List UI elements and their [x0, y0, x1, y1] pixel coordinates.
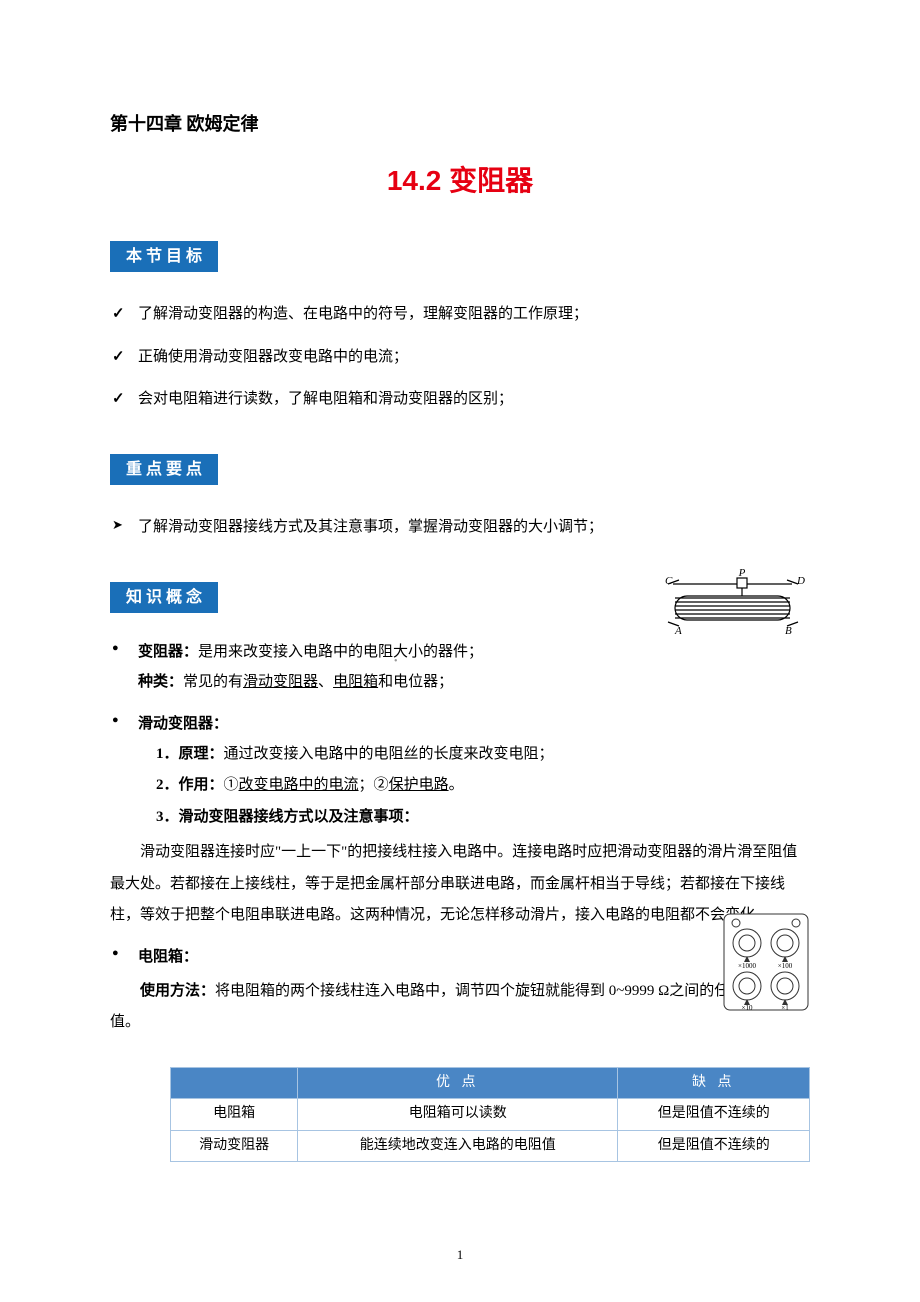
slide-item-3: 3．滑动变阻器接线方式以及注意事项： — [138, 802, 810, 834]
types-label: 种类： — [138, 674, 183, 690]
label-P: P — [738, 567, 746, 579]
stray-mark: • — [394, 654, 398, 670]
types-prefix: 常见的有 — [183, 674, 243, 690]
label-B: B — [785, 625, 792, 636]
table-row: 滑动变阻器 能连续地改变连入电路的电阻值 但是阻值不连续的 — [171, 1130, 810, 1161]
concept-resistbox: 电阻箱： 使用方法：将电阻箱的两个接线柱连入电路中，调节四个旋钮就能得到 0~9… — [138, 942, 810, 1039]
badge-concepts: 知识概念 — [110, 582, 218, 614]
label-D: D — [796, 575, 805, 587]
objective-item: 正确使用滑动变阻器改变电路中的电流； — [138, 343, 810, 372]
slide-item-1: 1．原理：通过改变接入电路中的电阻丝的长度来改变电阻； — [138, 739, 810, 771]
dial-label-10: ×10 — [742, 1004, 753, 1012]
label-A: A — [674, 625, 682, 636]
box-usage-text: 将电阻箱的两个接线柱连入电路中，调节四个旋钮就能得到 0~9999 Ω之间的任意… — [110, 983, 804, 1031]
badge-keypoints: 重点要点 — [110, 454, 218, 486]
dial-label-1000: ×1000 — [738, 962, 756, 970]
table-cell: 能连续地改变连入电路的电阻值 — [298, 1130, 618, 1161]
table-header-row: 优 点 缺 点 — [171, 1067, 810, 1098]
table-cell: 电阻箱 — [171, 1099, 298, 1130]
page-number: 1 — [0, 1245, 920, 1266]
keypoint-item: 了解滑动变阻器接线方式及其注意事项，掌握滑动变阻器的大小调节； — [138, 513, 810, 542]
types-sep: 、 — [318, 674, 333, 690]
concept-slide: 滑动变阻器： 1．原理：通过改变接入电路中的电阻丝的长度来改变电阻； 2．作用：… — [138, 709, 810, 932]
slide-i2-u2: 保护电路 — [389, 777, 449, 793]
slide-i1-text: 通过改变接入电路中的电阻丝的长度来改变电阻； — [224, 746, 554, 762]
table-header: 缺 点 — [618, 1067, 810, 1098]
slide-i1-label: 1．原理： — [156, 746, 224, 762]
table-header — [171, 1067, 298, 1098]
box-usage-label: 使用方法： — [140, 983, 215, 999]
table-cell: 电阻箱可以读数 — [298, 1099, 618, 1130]
table-cell: 滑动变阻器 — [171, 1130, 298, 1161]
slide-item-2: 2．作用：①改变电路中的电流；②保护电路。 — [138, 770, 810, 802]
comparison-table: 优 点 缺 点 电阻箱 电阻箱可以读数 但是阻值不连续的 滑动变阻器 能连续地改… — [170, 1067, 810, 1162]
objective-item: 了解滑动变阻器的构造、在电路中的符号，理解变阻器的工作原理； — [138, 300, 810, 329]
types-suffix: 和电位器； — [378, 674, 453, 690]
dial-label-100: ×100 — [778, 962, 793, 970]
objectives-list: 了解滑动变阻器的构造、在电路中的符号，理解变阻器的工作原理； 正确使用滑动变阻器… — [110, 300, 810, 414]
slide-i2-end: 。 — [449, 777, 464, 793]
table-cell: 但是阻值不连续的 — [618, 1099, 810, 1130]
badge-objectives: 本节目标 — [110, 241, 218, 273]
box-usage: 使用方法：将电阻箱的两个接线柱连入电路中，调节四个旋钮就能得到 0~9999 Ω… — [110, 976, 810, 1039]
rheostat-def-text: 是用来改变接入电路中的电阻大小的器件； — [198, 644, 483, 660]
section-title: 14.2 变阻器 — [110, 159, 810, 204]
table-header: 优 点 — [298, 1067, 618, 1098]
keypoints-list: 了解滑动变阻器接线方式及其注意事项，掌握滑动变阻器的大小调节； — [110, 513, 810, 542]
slide-i2-p1: ① — [224, 777, 239, 793]
slide-i2-u1: 改变电路中的电流 — [239, 777, 359, 793]
label-C: C — [665, 575, 673, 587]
types-u2: 电阻箱 — [333, 674, 378, 690]
chapter-heading: 第十四章 欧姆定律 — [110, 110, 810, 139]
concepts-list: 变阻器：是用来改变接入电路中的电阻大小的器件； 种类：常见的有滑动变阻器、电阻箱… — [110, 637, 810, 1039]
types-u1: 滑动变阻器 — [243, 674, 318, 690]
slide-i2-label: 2．作用： — [156, 777, 224, 793]
dial-label-1: ×1 — [781, 1004, 789, 1012]
concept-rheostat-def: 变阻器：是用来改变接入电路中的电阻大小的器件； 种类：常见的有滑动变阻器、电阻箱… — [138, 637, 810, 699]
box-label: 电阻箱： — [138, 949, 198, 965]
slide-i2-mid: ；② — [359, 777, 389, 793]
table-row: 电阻箱 电阻箱可以读数 但是阻值不连续的 — [171, 1099, 810, 1130]
rheostat-def-label: 变阻器： — [138, 644, 198, 660]
table-cell: 但是阻值不连续的 — [618, 1130, 810, 1161]
slide-label: 滑动变阻器： — [138, 716, 228, 732]
rheostat-diagram: C D P A B — [655, 566, 810, 636]
resistance-box-diagram: ×1000 ×100 ×10 ×1 — [722, 912, 810, 1012]
slide-paragraph: 滑动变阻器连接时应"一上一下"的把接线柱接入电路中。连接电路时应把滑动变阻器的滑… — [110, 837, 810, 932]
objective-item: 会对电阻箱进行读数，了解电阻箱和滑动变阻器的区别； — [138, 385, 810, 414]
